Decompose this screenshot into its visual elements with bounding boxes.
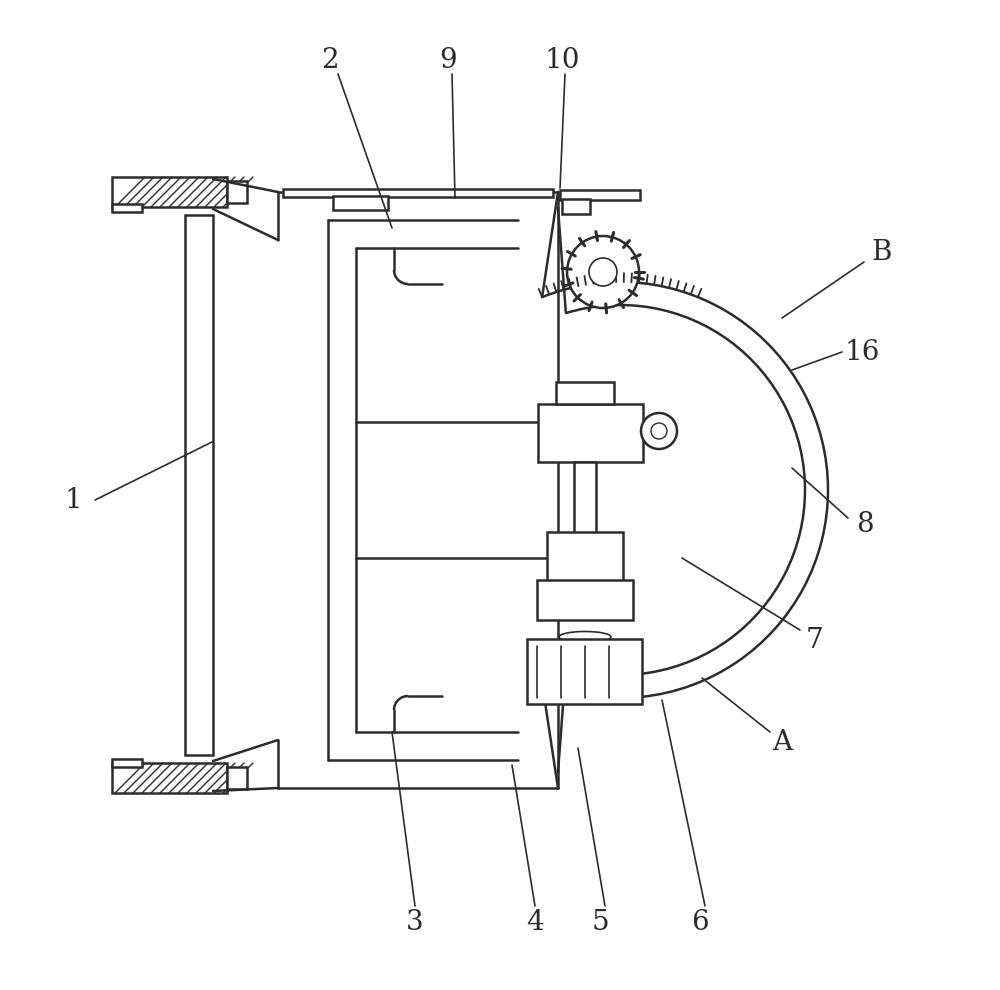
Circle shape: [641, 413, 677, 449]
Bar: [333, 196, 388, 210]
Text: 9: 9: [439, 47, 457, 73]
Bar: [560, 190, 640, 200]
Text: 1: 1: [65, 486, 83, 514]
Bar: [538, 404, 643, 462]
Bar: [283, 189, 553, 197]
Bar: [112, 204, 142, 212]
Text: 4: 4: [526, 909, 544, 936]
Bar: [112, 763, 227, 793]
Text: 16: 16: [844, 339, 880, 365]
Text: B: B: [872, 239, 892, 265]
Circle shape: [589, 258, 617, 286]
Bar: [527, 639, 642, 704]
Circle shape: [651, 423, 667, 439]
Bar: [562, 199, 590, 214]
Bar: [112, 759, 142, 767]
Bar: [547, 532, 623, 582]
Bar: [537, 580, 633, 620]
Bar: [574, 462, 596, 534]
Bar: [112, 177, 227, 207]
Text: 8: 8: [856, 512, 874, 539]
Text: 6: 6: [691, 909, 709, 936]
Bar: [227, 181, 247, 203]
Bar: [227, 767, 247, 789]
Bar: [185, 215, 213, 755]
Bar: [556, 382, 614, 404]
Text: 3: 3: [406, 909, 424, 936]
Text: 10: 10: [544, 47, 580, 73]
Text: 7: 7: [806, 627, 824, 653]
Circle shape: [567, 236, 639, 308]
Text: 2: 2: [321, 47, 339, 73]
Text: A: A: [772, 729, 792, 755]
Text: 5: 5: [591, 909, 609, 936]
